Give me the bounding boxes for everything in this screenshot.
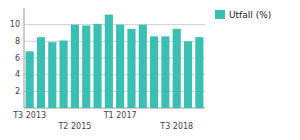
legend-swatch xyxy=(215,10,225,19)
bar xyxy=(93,24,101,108)
x-tick-label: T1 2017 xyxy=(103,111,137,120)
grid-line xyxy=(24,24,205,25)
x-tick-label: T2 2015 xyxy=(57,122,91,131)
bar xyxy=(173,29,181,108)
bar xyxy=(127,29,135,108)
legend-label: Utfall (%) xyxy=(229,10,271,20)
bar xyxy=(60,41,68,109)
bar xyxy=(48,42,56,108)
bar xyxy=(195,37,203,108)
bar xyxy=(71,25,79,108)
bar xyxy=(26,51,34,108)
bar xyxy=(37,37,45,108)
bar xyxy=(139,25,147,108)
y-tick-label: 6 xyxy=(15,54,20,63)
bar xyxy=(82,26,90,109)
background xyxy=(0,0,300,140)
bar xyxy=(150,36,158,108)
y-tick-label: 4 xyxy=(15,70,20,79)
chart-container: 2 4 6 8 10 T3 2013 T2 2015 T1 2017 T3 2018 Utfall… xyxy=(0,0,300,140)
bar xyxy=(105,15,113,108)
bar xyxy=(161,36,169,108)
y-tick-label: 2 xyxy=(15,87,20,96)
x-tick-label: T3 2018 xyxy=(159,122,193,131)
bar xyxy=(184,41,192,108)
bar xyxy=(116,25,124,108)
legend: Utfall (%) xyxy=(215,10,271,20)
y-tick-label: 10 xyxy=(10,20,20,29)
y-axis-line xyxy=(24,8,25,108)
y-tick-label: 8 xyxy=(15,37,20,46)
x-tick-label: T3 2013 xyxy=(12,111,46,120)
chart: 2 4 6 8 10 T3 2013 T2 2015 T1 2017 T3 2018 Utfall… xyxy=(0,0,300,140)
bars xyxy=(26,15,204,108)
